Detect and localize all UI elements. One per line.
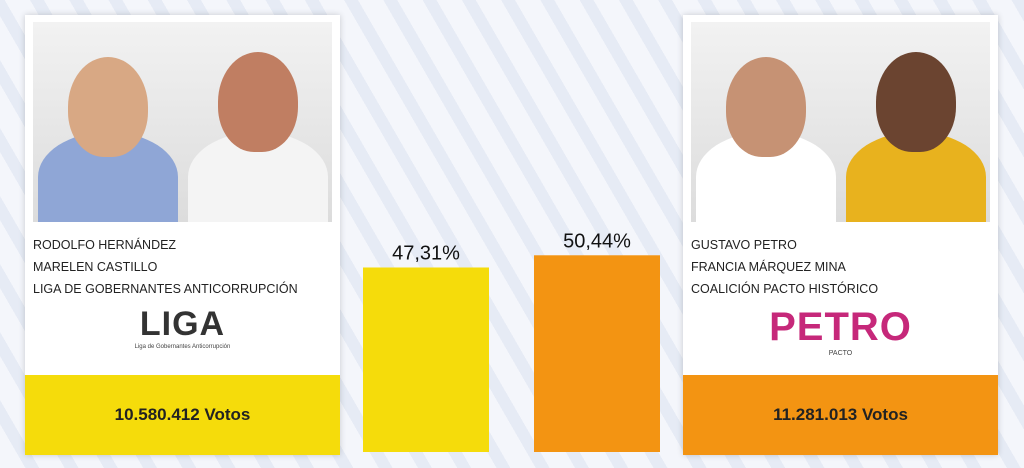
- logo-text: LIGA: [139, 305, 226, 343]
- logo-caption: Liga de Gobernantes Anticorrupción: [134, 344, 231, 350]
- candidate-name: GUSTAVO PETRO: [691, 238, 797, 252]
- votes: 10.580.412 Votos: [25, 375, 340, 455]
- party-name: COALICIÓN PACTO HISTÓRICO: [691, 282, 879, 296]
- candidate-photo: [691, 22, 990, 222]
- votes: 11.281.013 Votos: [683, 375, 998, 455]
- share-bar: [534, 255, 660, 452]
- logo-caption: PACTO: [828, 350, 853, 357]
- candidate-name: RODOLFO HERNÁNDEZ: [33, 238, 177, 252]
- candidate-card: RODOLFO HERNÁNDEZ MARELEN CASTILLO LIGA DE…: [25, 15, 340, 455]
- share-label: 50,44%: [563, 230, 631, 252]
- candidate-photo: [33, 22, 332, 222]
- share-label: 47,31%: [392, 242, 460, 264]
- party-logo: LIGA Liga de Gobernantes Anticorrupción: [25, 305, 340, 350]
- party-name: LIGA DE GOBERNANTES ANTICORRUPCIÓN: [33, 282, 298, 296]
- person-head: [876, 52, 956, 152]
- party-logo: PETRO PACTO: [683, 305, 998, 357]
- person-head: [68, 57, 148, 157]
- candidate-name: MARELEN CASTILLO: [33, 260, 158, 274]
- person-head: [218, 52, 298, 152]
- logo-text: PETRO: [769, 305, 912, 349]
- candidate-name: FRANCIA MÁRQUEZ MINA: [691, 260, 846, 274]
- candidate-card: GUSTAVO PETRO FRANCIA MÁRQUEZ MINA COALICI…: [683, 15, 998, 455]
- person-head: [726, 57, 806, 157]
- share-bar: [363, 267, 489, 452]
